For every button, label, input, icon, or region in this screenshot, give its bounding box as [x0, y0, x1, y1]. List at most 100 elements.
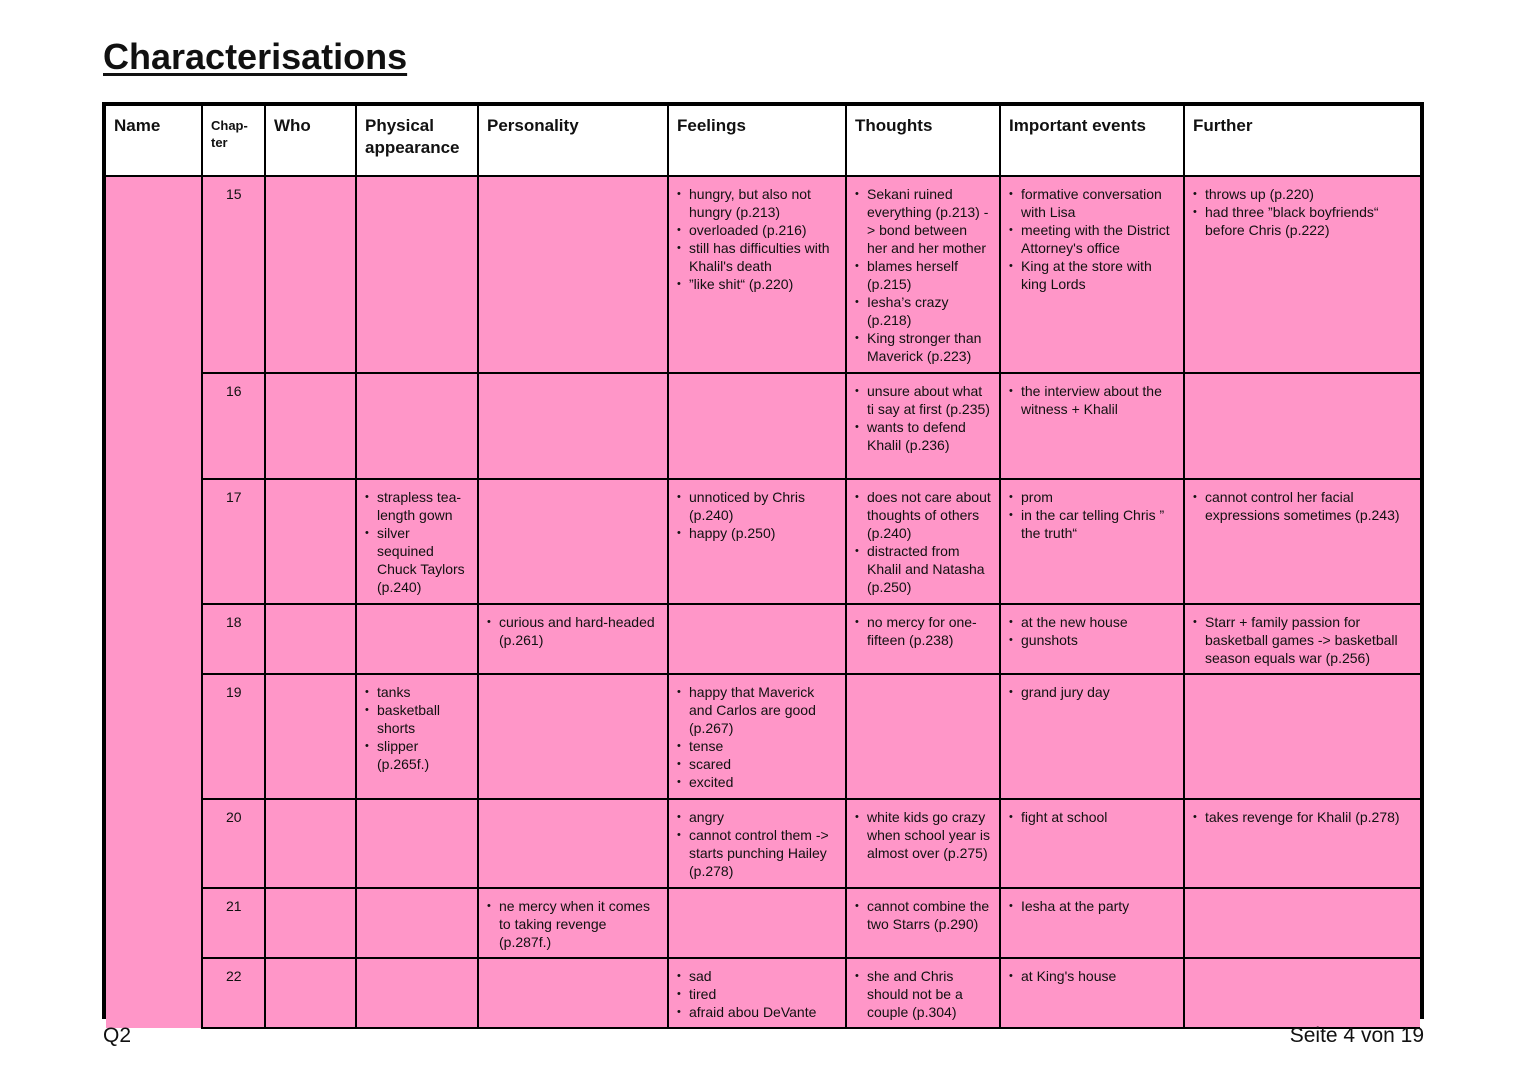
who-cell	[264, 175, 357, 374]
bullet-item: sad	[677, 967, 837, 985]
feelings-cell: angrycannot control them -> starts punch…	[667, 798, 847, 889]
bullet-item: takes revenge for Khalil (p.278)	[1193, 808, 1412, 826]
feelings-cell: sadtiredafraid abou DeVante	[667, 957, 847, 1029]
who-cell	[264, 478, 357, 605]
events-list: at King's house	[1009, 967, 1175, 985]
name-cell	[106, 175, 203, 1028]
bullet-item: curious and hard-headed (p.261)	[487, 613, 659, 649]
events-cell: formative conversation with Lisameeting …	[999, 175, 1185, 374]
bullet-item: tanks	[365, 683, 469, 701]
thoughts-cell	[845, 673, 1001, 800]
personality-list: ne mercy when it comes to taking revenge…	[487, 897, 659, 951]
feelings-list: happy that Maverick and Carlos are good …	[677, 683, 837, 791]
table-row: 20 angrycannot control them -> starts pun…	[106, 798, 1420, 889]
bullet-item: fight at school	[1009, 808, 1175, 826]
personality-cell	[477, 957, 669, 1029]
footer-course: Q2	[103, 1024, 132, 1047]
chapter-cell: 16	[201, 372, 266, 480]
thoughts-list: she and Chris should not be a couple (p.…	[855, 967, 991, 1021]
header-who: Who	[264, 106, 357, 177]
characterisation-table-frame: Name Chap- ter Who Physical appearance P…	[102, 102, 1424, 1029]
bullet-item: overloaded (p.216)	[677, 221, 837, 239]
bullet-item: wants to defend Khalil (p.236)	[855, 418, 991, 454]
personality-cell: curious and hard-headed (p.261)	[477, 603, 669, 675]
events-list: formative conversation with Lisameeting …	[1009, 185, 1175, 293]
further-cell	[1183, 372, 1420, 480]
who-cell	[264, 673, 357, 800]
table-row: 22 sadtiredafraid abou DeVante she and Chr…	[106, 957, 1420, 1029]
bullet-item: cannot control her facial expressions so…	[1193, 488, 1412, 524]
who-cell	[264, 798, 357, 889]
chapter-cell: 20	[201, 798, 266, 889]
events-cell: Iesha at the party	[999, 887, 1185, 959]
bullet-item: unsure about what ti say at first (p.235…	[855, 382, 991, 418]
bullet-item: Iesha’s crazy (p.218)	[855, 293, 991, 329]
bullet-item: prom	[1009, 488, 1175, 506]
further-cell: throws up (p.220)had three ”black boyfri…	[1183, 175, 1420, 374]
events-cell: the interview about the witness + Khalil	[999, 372, 1185, 480]
who-cell	[264, 603, 357, 675]
feelings-list: hungry, but also not hungry (p.213)overl…	[677, 185, 837, 293]
bullet-item: afraid abou DeVante	[677, 1003, 837, 1021]
physical-list: strapless tea-length gownsilver sequined…	[365, 488, 469, 596]
bullet-item: grand jury day	[1009, 683, 1175, 701]
events-cell: fight at school	[999, 798, 1185, 889]
further-cell: takes revenge for Khalil (p.278)	[1183, 798, 1420, 889]
feelings-cell: unnoticed by Chris (p.240)happy (p.250)	[667, 478, 847, 605]
bullet-item: happy that Maverick and Carlos are good …	[677, 683, 837, 737]
characterisation-table: Name Chap- ter Who Physical appearance P…	[106, 106, 1420, 1029]
header-personality: Personality	[477, 106, 669, 177]
personality-cell	[477, 175, 669, 374]
further-cell	[1183, 957, 1420, 1029]
bullet-item: angry	[677, 808, 837, 826]
bullet-item: the interview about the witness + Khalil	[1009, 382, 1175, 418]
thoughts-list: Sekani ruined everything (p.213) -> bond…	[855, 185, 991, 365]
chapter-cell: 21	[201, 887, 266, 959]
header-further: Further	[1183, 106, 1420, 177]
table-row: 21 ne mercy when it comes to taking reven…	[106, 887, 1420, 959]
bullet-item: at King's house	[1009, 967, 1175, 985]
feelings-cell	[667, 603, 847, 675]
personality-cell	[477, 478, 669, 605]
further-cell	[1183, 887, 1420, 959]
chapter-cell: 18	[201, 603, 266, 675]
thoughts-cell: white kids go crazy when school year is …	[845, 798, 1001, 889]
feelings-list: angrycannot control them -> starts punch…	[677, 808, 837, 880]
bullet-item: does not care about thoughts of others (…	[855, 488, 991, 542]
bullet-item: formative conversation with Lisa	[1009, 185, 1175, 221]
thoughts-list: unsure about what ti say at first (p.235…	[855, 382, 991, 454]
thoughts-list: no mercy for one-fifteen (p.238)	[855, 613, 991, 649]
table-row: 19 tanksbasketball shortsslipper (p.265f.…	[106, 673, 1420, 800]
bullet-item: white kids go crazy when school year is …	[855, 808, 991, 862]
further-list: cannot control her facial expressions so…	[1193, 488, 1412, 524]
header-chapter: Chap- ter	[201, 106, 266, 177]
further-list: Starr + family passion for basketball ga…	[1193, 613, 1412, 667]
feelings-list: unnoticed by Chris (p.240)happy (p.250)	[677, 488, 837, 542]
feelings-cell: happy that Maverick and Carlos are good …	[667, 673, 847, 800]
bullet-item: meeting with the District Attorney's off…	[1009, 221, 1175, 257]
bullet-item: ”like shit“ (p.220)	[677, 275, 837, 293]
thoughts-list: cannot combine the two Starrs (p.290)	[855, 897, 991, 933]
bullet-item: distracted from Khalil and Natasha (p.25…	[855, 542, 991, 596]
personality-cell	[477, 372, 669, 480]
events-list: fight at school	[1009, 808, 1175, 826]
thoughts-cell: she and Chris should not be a couple (p.…	[845, 957, 1001, 1029]
bullet-item: tense	[677, 737, 837, 755]
thoughts-cell: Sekani ruined everything (p.213) -> bond…	[845, 175, 1001, 374]
personality-cell: ne mercy when it comes to taking revenge…	[477, 887, 669, 959]
events-list: promin the car telling Chris ” the truth…	[1009, 488, 1175, 542]
physical-cell	[355, 957, 479, 1029]
bullet-item: had three ”black boyfriends“ before Chri…	[1193, 203, 1412, 239]
chapter-cell: 22	[201, 957, 266, 1029]
chapter-cell: 15	[201, 175, 266, 374]
events-cell: at the new housegunshots	[999, 603, 1185, 675]
physical-cell	[355, 798, 479, 889]
feelings-cell: hungry, but also not hungry (p.213)overl…	[667, 175, 847, 374]
bullet-item: she and Chris should not be a couple (p.…	[855, 967, 991, 1021]
bullet-item: Starr + family passion for basketball ga…	[1193, 613, 1412, 667]
bullet-item: Sekani ruined everything (p.213) -> bond…	[855, 185, 991, 257]
events-cell: grand jury day	[999, 673, 1185, 800]
header-name: Name	[106, 106, 203, 177]
further-cell: Starr + family passion for basketball ga…	[1183, 603, 1420, 675]
bullet-item: no mercy for one-fifteen (p.238)	[855, 613, 991, 649]
